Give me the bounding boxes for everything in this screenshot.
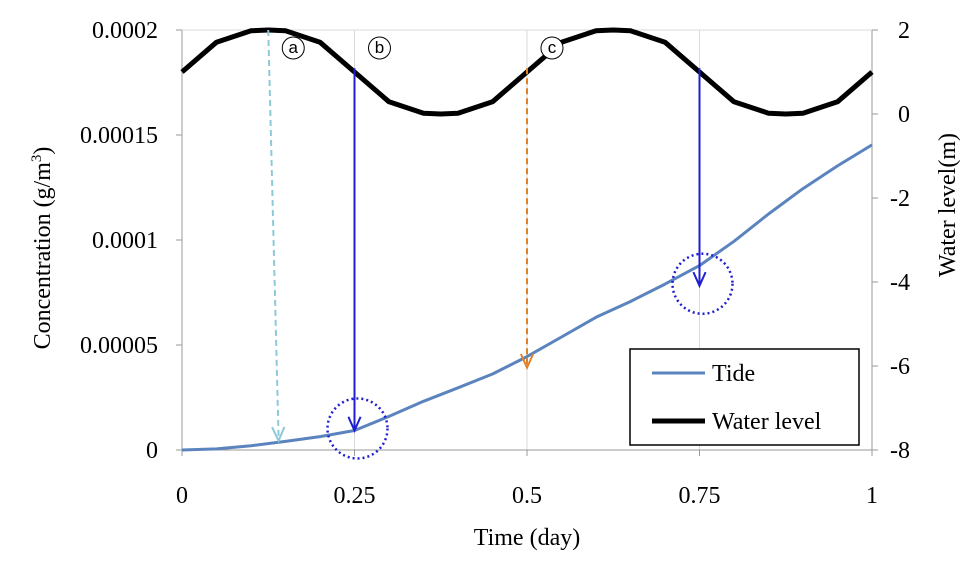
y-tick-label-2: 0.0001 <box>92 228 158 254</box>
y-tick-label-4: 0.0002 <box>92 18 158 44</box>
annotation-marker-circle-1 <box>368 36 391 60</box>
y-tick-label-3: 0.00015 <box>80 123 158 149</box>
y-axis-title-tail: ) <box>30 147 56 155</box>
x-axis-title: Time (day) <box>474 525 580 551</box>
x-tick-label-2: 0.5 <box>512 483 542 509</box>
annotation-marker-circle-2 <box>540 36 564 60</box>
annotation-dotted-circle-1 <box>326 397 389 460</box>
y2-axis-title: Water level(m) <box>935 133 961 277</box>
y2-tick-label-3: -2 <box>890 186 910 212</box>
x-tick-label-3: 0.75 <box>679 483 721 509</box>
y2-tick-label-2: -4 <box>890 270 910 296</box>
annotation-marker-label-1: b <box>375 38 384 57</box>
y2-tick-label-1: -6 <box>890 354 910 380</box>
y2-tick-label-4: 0 <box>898 102 910 128</box>
x-axis-ticks: 0 0.25 0.5 0.75 1 <box>176 450 878 509</box>
annotation-marker-label-0: a <box>289 38 299 57</box>
y2-tick-label-0: -8 <box>890 438 910 464</box>
y-axis-title-superscript: 3 <box>29 155 45 163</box>
x-tick-label-1: 0.25 <box>334 483 376 509</box>
legend: Tide Water level <box>629 348 860 446</box>
annotation-marker-circle-0 <box>281 36 305 60</box>
y2-tick-label-5: 2 <box>898 18 910 44</box>
y-axis-title-main: Concentration (g/m <box>30 162 56 350</box>
legend-label-water-level: Water level <box>712 409 822 435</box>
x-tick-label-0: 0 <box>176 483 188 509</box>
y-tick-label-0: 0 <box>146 438 158 464</box>
y2-axis-ticks: -8 -6 -4 -2 0 2 <box>872 18 910 464</box>
legend-label-tide: Tide <box>712 361 755 387</box>
x-tick-label-4: 1 <box>866 483 878 509</box>
annotation-arrow-line-0 <box>267 29 280 439</box>
annotation-arrow-head-1 <box>347 416 362 433</box>
y-axis-title: Concentration (g/m3) <box>29 147 56 350</box>
y-axis-ticks: 0 0.00005 0.0001 0.00015 0.0002 <box>80 18 182 464</box>
annotation-arrow-head-3 <box>692 271 707 289</box>
annotation-dotted-circle-3 <box>671 252 734 316</box>
annotation-arrow-head-0 <box>271 426 286 444</box>
annotation-marker-label-2: c <box>548 38 557 57</box>
series-line-tide <box>181 143 873 452</box>
y-tick-label-1: 0.00005 <box>80 333 158 359</box>
annotation-arrow-head-2 <box>519 353 535 371</box>
legend-box <box>629 348 860 446</box>
annotations: a b c <box>267 29 734 460</box>
